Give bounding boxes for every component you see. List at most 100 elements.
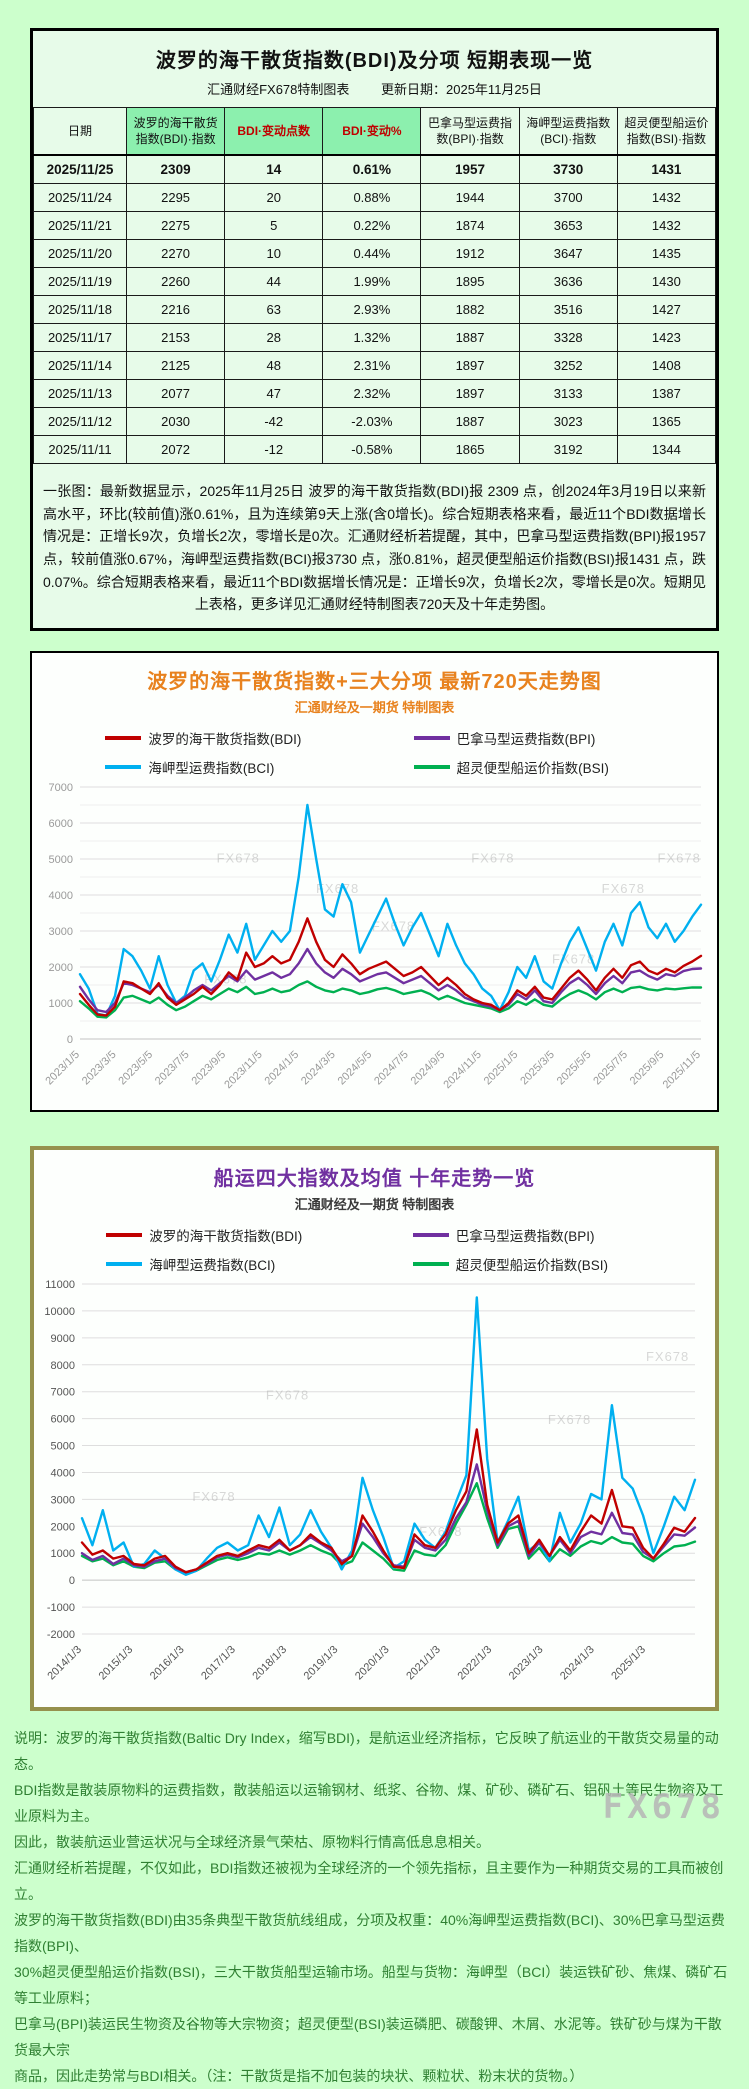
x-tick-label: 2023/7/5 — [153, 1049, 192, 1088]
x-tick-label: 2024/7/5 — [372, 1049, 411, 1088]
table-row[interactable]: 2025/11/24 2295 20 0.88% 1944 3700 1432 — [33, 183, 717, 212]
legend-swatch-bpi — [413, 736, 450, 741]
x-tick-label: 2025/5/5 — [555, 1049, 594, 1088]
table-row[interactable]: 2025/11/13 2077 47 2.32% 1897 3133 1387 — [33, 379, 717, 408]
table-row[interactable]: 2025/11/18 2216 63 2.93% 1882 3516 1427 — [33, 295, 717, 324]
fx678-plot-watermark: FX678 — [266, 1388, 309, 1403]
footer-line: BDI指数是散装原物料的运费指数，散装船运以运输钢材、纸浆、谷物、煤、矿砂、磷矿… — [14, 1782, 724, 1825]
footer-line: 商品，因此走势常与BDI相关。（注：干散货是指不加包装的块状、颗粒状、粉末状的货… — [14, 2068, 584, 2085]
table-cell: 63 — [224, 295, 324, 324]
x-tick-label: 2014/1/3 — [45, 1644, 84, 1683]
legend-item-bpi[interactable]: 巴拿马型运费指数(BPI) — [413, 728, 644, 748]
x-tick-label: 2024/1/3 — [558, 1644, 597, 1683]
table-cell: 1427 — [616, 295, 717, 324]
table-cell: 1944 — [420, 183, 520, 212]
table-cell: 2025/11/21 — [33, 211, 127, 240]
x-tick-label: 2025/7/5 — [591, 1049, 630, 1088]
y-tick-label: 4000 — [49, 890, 73, 902]
chart2-plot: -2000 -1000 0 1000 2000 3000 4000 5000 6000 7000 8… — [34, 1276, 715, 1701]
x-tick-label: 2024/3/5 — [299, 1049, 338, 1088]
fx678-plot-watermark: FX678 — [548, 1412, 591, 1427]
table-cell: -12 — [224, 435, 324, 464]
x-tick-label: 2022/1/3 — [456, 1644, 495, 1683]
table-cell: 1.32% — [322, 323, 422, 352]
legend-swatch-bdi — [106, 1233, 143, 1238]
footer-line: 汇通财经析若提醒，不仅如此，BDI指数还被视为全球经济的一个领先指标，且主要作为… — [14, 1860, 724, 1903]
y-tick-label: 7000 — [49, 782, 73, 794]
y-tick-label: 6000 — [49, 818, 73, 830]
fx678-watermark: FX678 — [602, 1787, 725, 1827]
table-cell: 3730 — [518, 154, 618, 184]
table-cell: 48 — [224, 351, 324, 380]
table-cell: -2.03% — [322, 407, 422, 436]
legend-item-bsi[interactable]: 超灵便型船运价指数(BSI) — [412, 1254, 643, 1274]
table-row[interactable]: 2025/11/21 2275 5 0.22% 1874 3653 1432 — [33, 211, 717, 240]
table-row[interactable]: 2025/11/20 2270 10 0.44% 1912 3647 1435 — [33, 239, 717, 268]
y-tick-label: 2000 — [49, 962, 73, 974]
table-cell: 1897 — [420, 351, 520, 380]
table-cell: 2025/11/25 — [33, 154, 127, 184]
table-cell: -0.58% — [322, 435, 422, 464]
table-subtitle-source: 汇通财经FX678特制图表 — [207, 82, 350, 97]
table-row[interactable]: 2025/11/25 2309 14 0.61% 1957 3730 1431 — [33, 154, 717, 184]
table-row[interactable]: 2025/11/11 2072 -12 -0.58% 1865 3192 1344 — [33, 435, 717, 464]
legend-item-bpi[interactable]: 巴拿马型运费指数(BPI) — [412, 1225, 643, 1245]
series-line-bdi — [78, 917, 703, 1017]
table-cell: 3023 — [518, 407, 618, 436]
table-subtitle-update-date: 更新日期：2025年11月25日 — [381, 82, 542, 97]
table-cell: 2025/11/12 — [33, 407, 127, 436]
legend-item-bci[interactable]: 海岬型运费指数(BCI) — [106, 1254, 336, 1274]
x-tick-label: 2024/11/5 — [441, 1049, 484, 1092]
legend-item-bci[interactable]: 海岬型运费指数(BCI) — [105, 757, 335, 777]
table-cell: 1408 — [616, 351, 717, 380]
x-tick-label: 2025/3/5 — [518, 1049, 557, 1088]
legend-swatch-bsi — [412, 1262, 449, 1267]
table-cell: 2025/11/19 — [33, 267, 127, 296]
table-row[interactable]: 2025/11/12 2030 -42 -2.03% 1887 3023 1365 — [33, 407, 717, 436]
legend-item-bsi[interactable]: 超灵便型船运价指数(BSI) — [413, 757, 644, 777]
table-cell: 3647 — [518, 239, 618, 268]
table-row[interactable]: 2025/11/14 2125 48 2.31% 1897 3252 1408 — [33, 351, 717, 380]
y-tick-label: 9000 — [51, 1333, 75, 1345]
table-cell: 44 — [224, 267, 324, 296]
fx678-plot-watermark: FX678 — [658, 851, 701, 866]
table-cell: 20 — [224, 183, 324, 212]
chart2-legend: 波罗的海干散货指数(BDI) 巴拿马型运费指数(BPI) 海岬型运费指数(BCI) 超… — [68, 1225, 681, 1274]
table-cell: 2030 — [125, 407, 226, 436]
table-cell: 1423 — [616, 323, 717, 352]
table-cell: 1430 — [616, 267, 717, 296]
table-cell: 2275 — [125, 211, 226, 240]
y-tick-label: 4000 — [51, 1467, 75, 1479]
table-header-col-1: 波罗的海干散货指数(BDI)·指数 — [125, 107, 226, 156]
fx678-plot-watermark: FX678 — [217, 851, 260, 866]
x-tick-label: 2023/11/5 — [222, 1049, 265, 1092]
table-cell: 1365 — [616, 407, 717, 436]
legend-swatch-bci — [106, 1262, 143, 1267]
series-line-bdi — [80, 1428, 697, 1574]
table-cell: 1435 — [616, 239, 717, 268]
footer-line: 巴拿马(BPI)装运民生物资及谷物等大宗物资；超灵便型(BSI)装运磷肥、碳酸钾… — [14, 2016, 722, 2059]
table-row[interactable]: 2025/11/19 2260 44 1.99% 1895 3636 1430 — [33, 267, 717, 296]
y-tick-label: 11000 — [45, 1279, 75, 1291]
series-line-bpi — [78, 947, 703, 1014]
table-header-col-4: 巴拿马型运费指数(BPI)·指数 — [420, 107, 520, 156]
x-tick-label: 2024/5/5 — [336, 1049, 375, 1088]
table-cell: 3328 — [518, 323, 618, 352]
legend-label-bpi: 巴拿马型运费指数(BPI) — [456, 732, 596, 748]
fx678-plot-watermark: FX678 — [471, 851, 514, 866]
table-cell: 5 — [224, 211, 324, 240]
legend-swatch-bpi — [412, 1233, 449, 1238]
table-cell: 1432 — [616, 211, 717, 240]
bdi-short-term-table-section: 波罗的海干散货指数(BDI)及分项 短期表现一览 汇通财经FX678特制图表 更… — [30, 28, 719, 632]
table-cell: 2.32% — [322, 379, 422, 408]
chart1-title: 波罗的海干散货指数+三大分项 最新720天走势图 — [147, 671, 602, 694]
chart1-plot: 0 1000 2000 3000 4000 5000 6000 7000 2023/1/5 202… — [32, 779, 717, 1106]
chart-720day-section: 波罗的海干散货指数+三大分项 最新720天走势图 汇通财经及一期货 特制图表 波… — [30, 651, 719, 1113]
legend-label-bdi: 波罗的海干散货指数(BDI) — [148, 732, 302, 748]
table-row[interactable]: 2025/11/17 2153 28 1.32% 1887 3328 1423 — [33, 323, 717, 352]
table-cell: 1874 — [420, 211, 520, 240]
legend-item-bdi[interactable]: 波罗的海干散货指数(BDI) — [105, 728, 335, 748]
x-tick-label: 2015/1/3 — [97, 1644, 136, 1683]
chart1-legend: 波罗的海干散货指数(BDI) 巴拿马型运费指数(BPI) 海岬型运费指数(BCI) 超… — [66, 728, 683, 777]
legend-item-bdi[interactable]: 波罗的海干散货指数(BDI) — [106, 1225, 336, 1245]
